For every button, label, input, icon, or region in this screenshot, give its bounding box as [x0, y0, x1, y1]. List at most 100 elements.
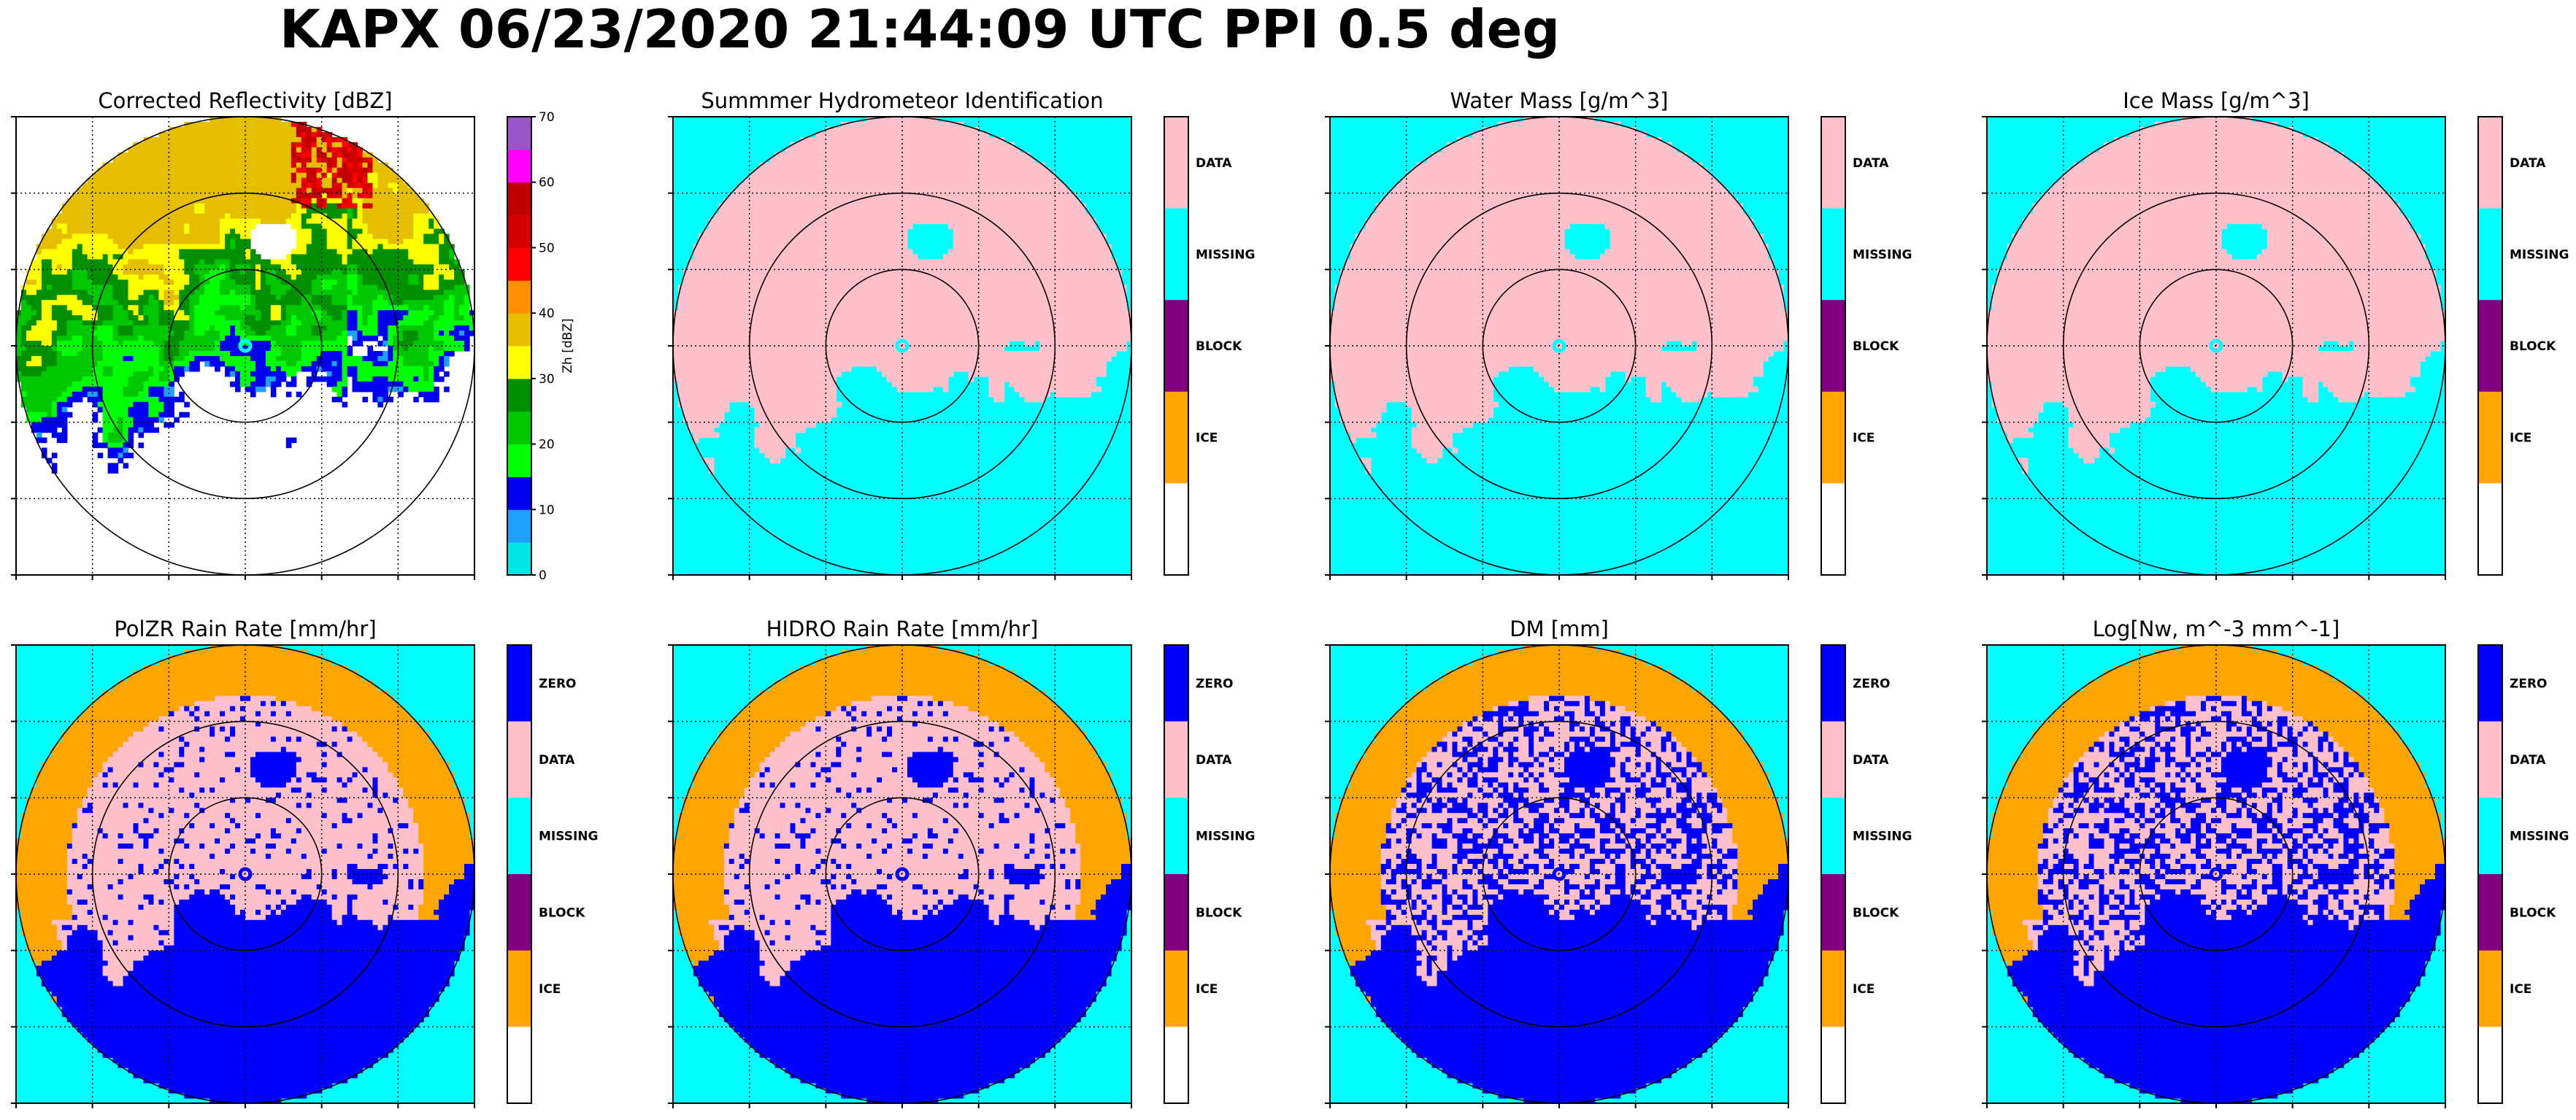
panel-title: DM [mm] [1510, 617, 1609, 641]
radar-field [1987, 645, 2445, 1103]
colorbar-swatch [507, 476, 531, 510]
colorbar-swatch [507, 346, 531, 379]
colorbar-category-label: BLOCK [1196, 339, 1242, 354]
colorbar-frame [507, 644, 532, 1104]
colorbar-tick-label: 30 [539, 372, 555, 387]
colorbar-swatch [2478, 117, 2502, 209]
colorbar-swatch [507, 444, 531, 477]
colorbar-swatch [2478, 1027, 2502, 1104]
range-ring [2139, 269, 2294, 423]
colorbar-tick-label: 60 [539, 176, 555, 190]
colorbar-swatch [507, 280, 531, 314]
colorbar-category-label: MISSING [539, 830, 598, 844]
range-ring [168, 797, 323, 951]
panel-title: Log[Nw, m^-3 mm^-1] [2093, 617, 2340, 641]
range-ring [1482, 797, 1637, 951]
colorbar-swatch [507, 542, 531, 576]
radar-field [673, 117, 1131, 474]
radar-field [1330, 117, 1788, 474]
radar-field [1987, 117, 2445, 474]
radar-site-marker [1552, 867, 1566, 881]
range-ring [2062, 192, 2370, 500]
colorbar-swatch [1821, 208, 1845, 301]
colorbar-swatch [2478, 483, 2502, 576]
colorbar-category-label: BLOCK [2510, 905, 2556, 920]
colorbar-tick-label: 50 [539, 241, 555, 255]
colorbar-category-label: DATA [2510, 753, 2546, 768]
colorbar-category-label: BLOCK [539, 905, 585, 920]
panel-title: Corrected Reflectivity [dBZ] [98, 88, 392, 113]
colorbar-swatch [1164, 483, 1188, 576]
panel-7: Log[Nw, m^-3 mm^-1] ZERO DATA MISSING BLOCK I… [1982, 617, 2569, 1108]
colorbar-swatch [507, 247, 531, 281]
colorbar-frame [1164, 116, 1189, 576]
colorbar-frame [2477, 644, 2503, 1104]
colorbar-category-label: ICE [2510, 982, 2531, 997]
colorbar-swatch [507, 215, 531, 248]
colorbar-frame [2477, 116, 2503, 576]
colorbar-swatch [1164, 1027, 1188, 1104]
colorbar-swatch [1164, 208, 1188, 301]
colorbar-swatch [507, 645, 531, 722]
colorbar-swatch [1821, 797, 1845, 875]
range-ring [91, 720, 399, 1028]
colorbar-category-label: BLOCK [2510, 339, 2556, 354]
panel-title: HIDRO Rain Rate [mm/hr] [766, 617, 1039, 641]
panel-title: Ice Mass [g/m^3] [2123, 88, 2310, 113]
panel-title: Summmer Hydrometeor Identification [701, 88, 1103, 113]
radar-site-marker [2209, 867, 2223, 881]
panel-5: HIDRO Rain Rate [mm/hr] ZERO DATA MISSING BL… [668, 617, 1255, 1108]
colorbar-category-label: MISSING [1853, 247, 1912, 262]
colorbar: DATA MISSING BLOCK ICE [1820, 116, 1912, 576]
radar-site-marker [895, 339, 910, 353]
colorbar-swatch [1821, 645, 1845, 722]
colorbar-swatch [2478, 391, 2502, 484]
radar-site-marker [238, 867, 253, 881]
colorbar-swatch [507, 182, 531, 216]
colorbar-swatch [1821, 300, 1845, 393]
colorbar-swatch [507, 149, 531, 183]
panel-2: Water Mass [g/m^3] DATA MISSING BLOCK ICE [1325, 88, 1912, 580]
radar-site-marker [1552, 339, 1566, 353]
colorbar-swatch [1821, 1027, 1845, 1104]
colorbar-swatch [507, 797, 531, 875]
colorbar-category-label: ICE [1196, 431, 1218, 446]
radar-field [1330, 645, 1788, 1103]
colorbar-swatch [507, 1027, 531, 1104]
range-ring [1405, 192, 1713, 500]
panel-title: PolZR Rain Rate [mm/hr] [114, 617, 376, 641]
colorbar-category-label: MISSING [1196, 830, 1255, 844]
radar-field [16, 645, 474, 1103]
colorbar-category-label: DATA [539, 753, 575, 768]
range-ring [825, 269, 980, 423]
colorbar-tick-label: 10 [539, 503, 555, 517]
range-ring [2139, 797, 2294, 951]
range-ring [2062, 720, 2370, 1028]
radar-site-marker [238, 339, 253, 353]
colorbar-swatch [507, 874, 531, 951]
colorbar-swatch [2478, 300, 2502, 393]
colorbar-swatch [1164, 391, 1188, 484]
colorbar-category-label: DATA [1196, 156, 1232, 171]
colorbar-label: Zh [dBZ] [561, 318, 575, 373]
colorbar-category-label: DATA [1196, 753, 1232, 768]
colorbar-swatch [2478, 208, 2502, 301]
colorbar-category-label: ZERO [539, 676, 576, 691]
range-ring [825, 797, 980, 951]
colorbar-swatch [1164, 721, 1188, 798]
colorbar-tick-label: 40 [539, 306, 555, 321]
colorbar: DATA MISSING BLOCK ICE [2477, 116, 2569, 576]
colorbar-frame [1820, 644, 1846, 1104]
colorbar-category-label: ICE [1853, 982, 1875, 997]
colorbar: ZERO DATA MISSING BLOCK ICE [507, 644, 598, 1104]
colorbar-swatch [2478, 950, 2502, 1027]
radar-field [16, 117, 474, 474]
colorbar-category-label: ICE [1853, 431, 1875, 446]
colorbar-swatch [507, 509, 531, 543]
colorbar-swatch [507, 378, 531, 412]
colorbar-swatch [1164, 797, 1188, 875]
colorbar-category-label: ZERO [2510, 676, 2547, 691]
range-ring [748, 192, 1056, 500]
colorbar-category-label: ICE [1196, 982, 1218, 997]
